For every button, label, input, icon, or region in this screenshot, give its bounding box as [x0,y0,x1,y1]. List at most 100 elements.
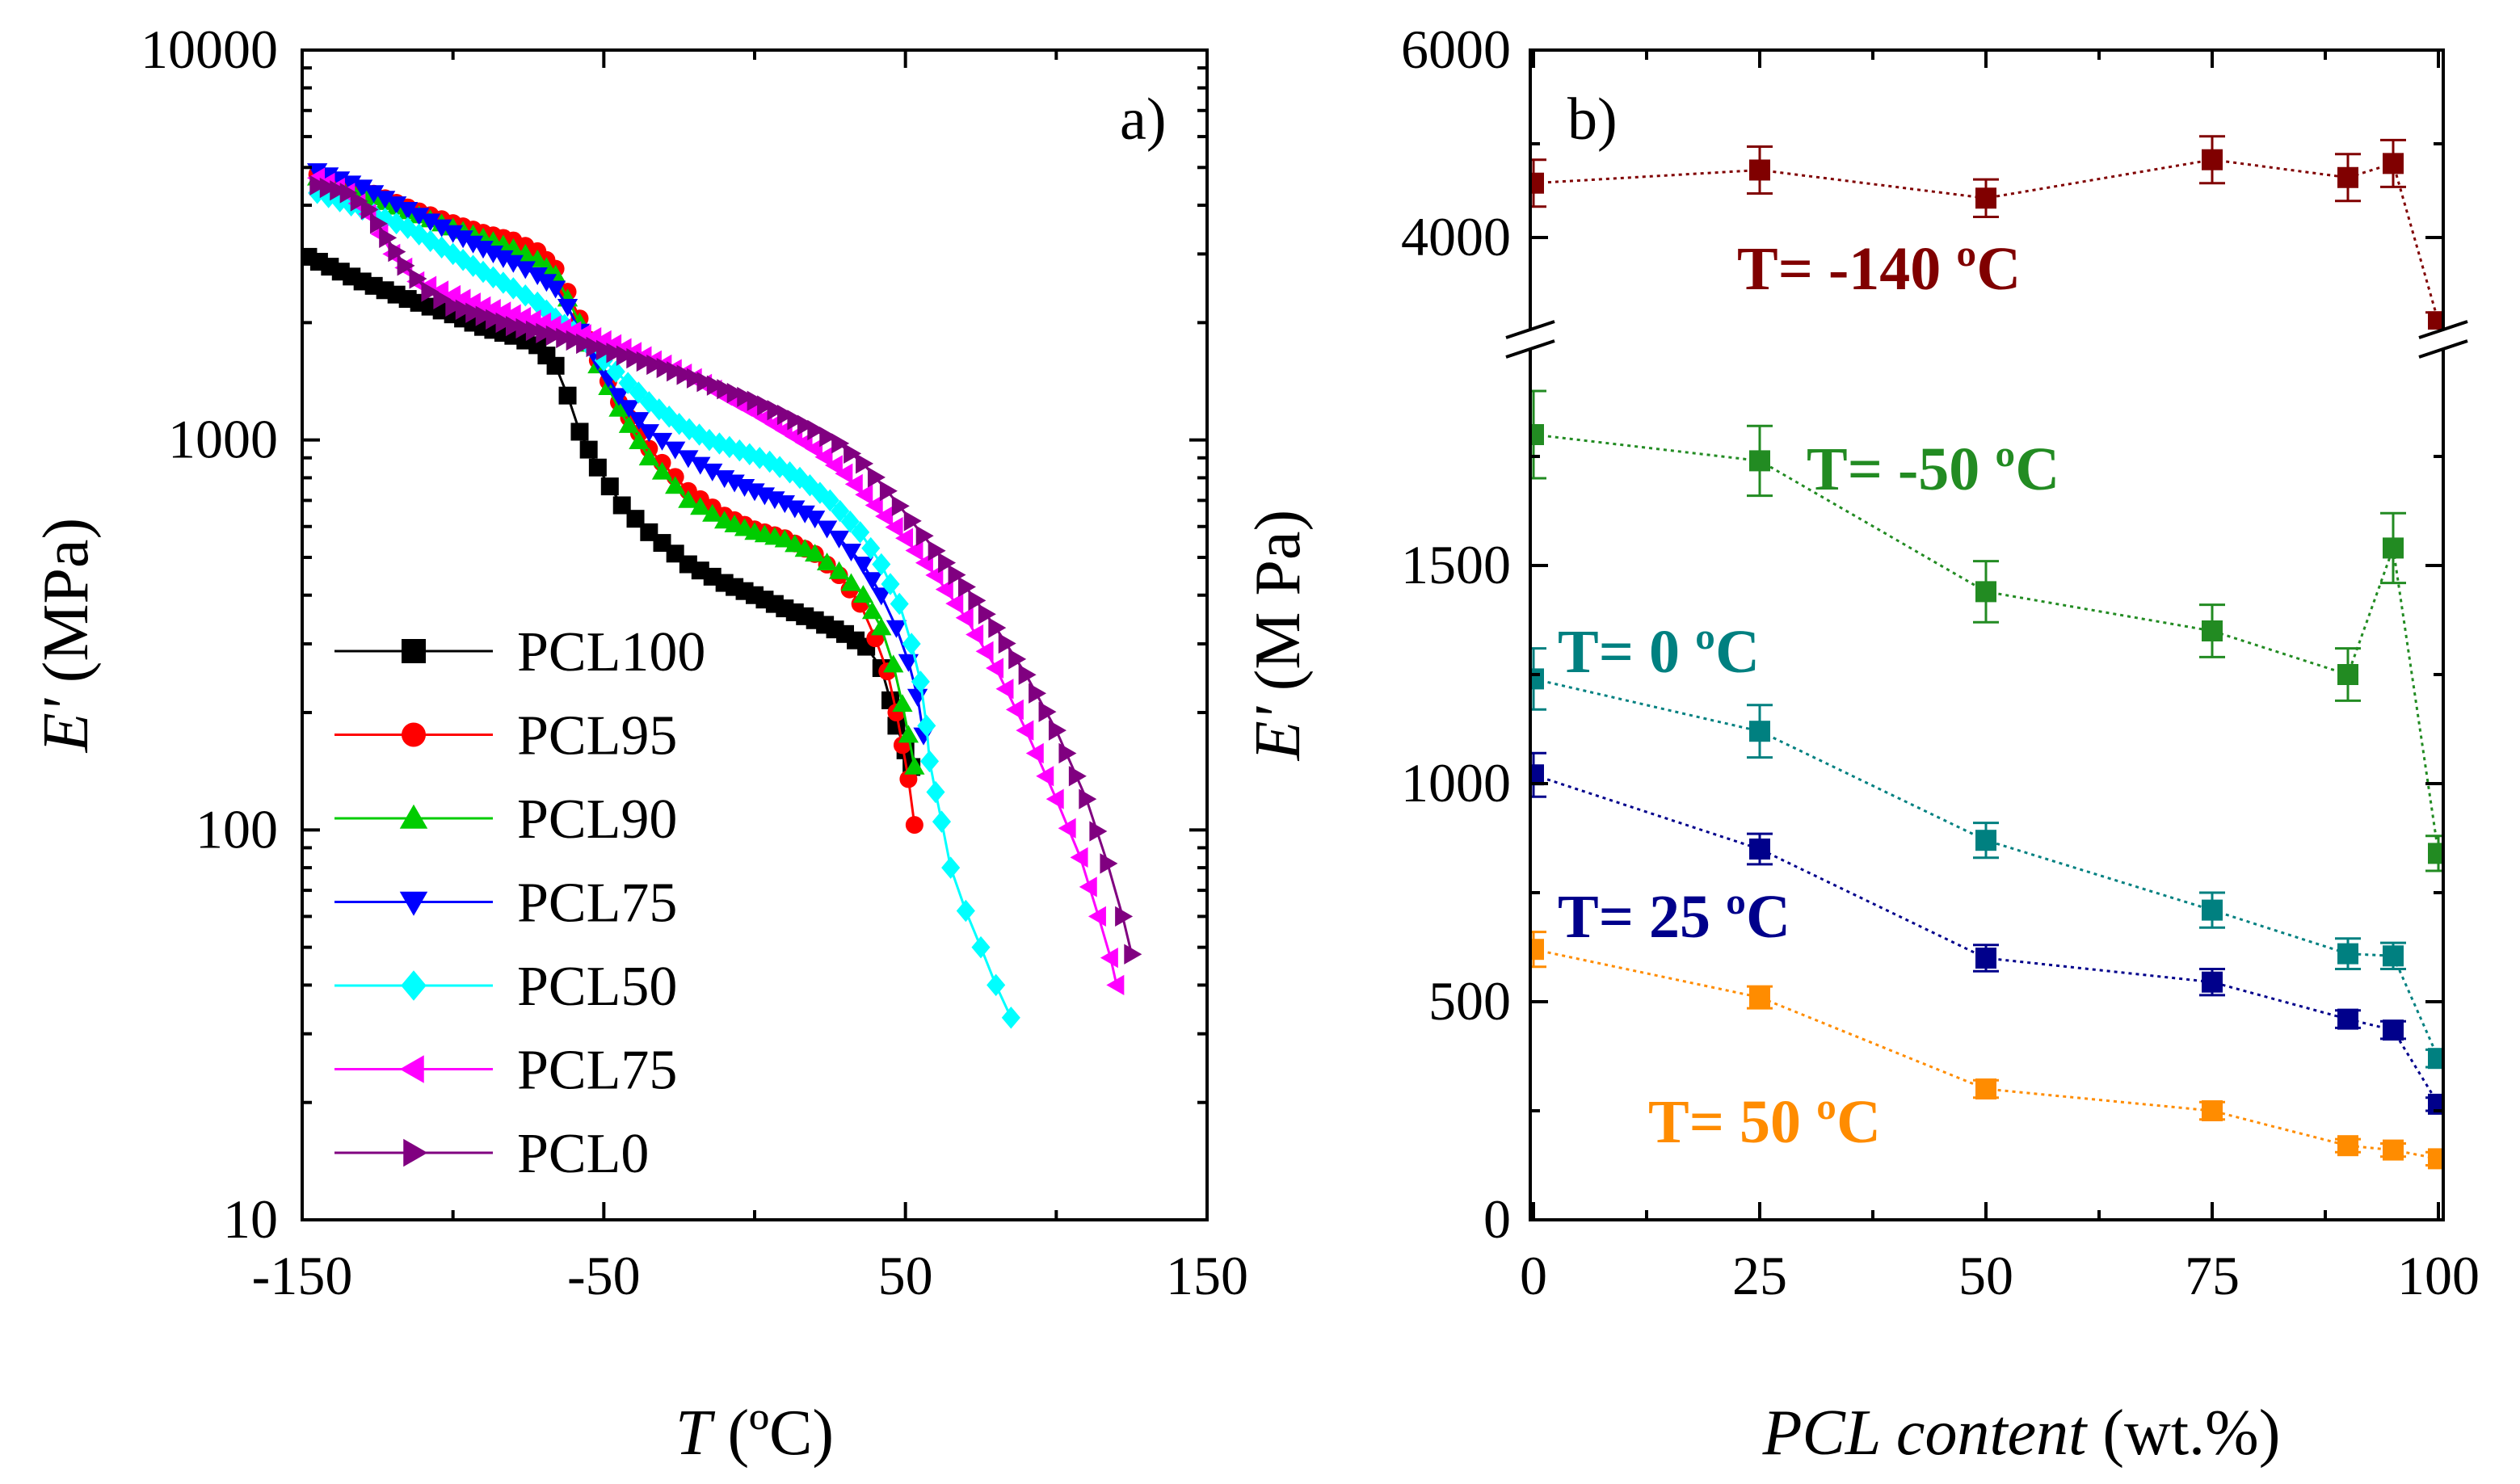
data-point [1079,788,1097,809]
panel-a-y-tick-label: 10 [223,1188,278,1250]
data-point [872,553,891,576]
data-point [932,810,952,833]
series-0 [1529,135,2445,333]
data-point [375,191,396,209]
data-point [831,499,850,523]
data-point [558,386,577,405]
data-point [398,217,418,239]
data-point [465,302,484,323]
data-point [787,410,806,431]
data-point [875,506,894,527]
data-point [690,456,711,475]
data-point [890,592,909,616]
panel-b-x-tick-label: 50 [1958,1245,2013,1306]
data-point [700,428,719,452]
data-point [1001,1006,1020,1029]
data-point [968,590,987,612]
data-point [360,199,379,221]
data-point [928,540,946,561]
data-point [904,756,925,775]
data-point [398,202,419,221]
data-point [1529,668,1544,690]
data-point [785,534,806,553]
data-point [612,496,631,515]
data-point [455,299,473,320]
panel-b-x-tick-label: 100 [2397,1245,2480,1306]
data-point [2383,537,2404,559]
data-point [895,528,914,549]
temperature-label: T= -140 ºC [1737,235,2021,303]
data-point [536,274,557,292]
data-point [1749,839,1770,860]
data-point [515,261,536,280]
panel-a-legend: PCL100 PCL95 PCL90 PCL75 PCL50 PCL75 PCL0 [334,621,705,1185]
data-point [978,603,996,624]
data-point [690,497,711,515]
legend-label: PCL0 [517,1123,649,1185]
data-point [536,322,554,343]
data-point [1975,1078,1996,1099]
data-point [816,552,838,570]
data-point [867,467,886,488]
data-point [881,573,900,595]
data-point [527,267,548,286]
data-point [2383,1019,2404,1041]
data-point [319,177,338,199]
data-point [493,250,514,268]
data-point [433,288,452,309]
data-point [1749,450,1770,472]
data-point [855,484,873,506]
data-point [608,388,629,406]
data-point [891,495,910,516]
data-point [576,333,595,355]
legend-marker [402,722,426,747]
data-point [626,510,645,528]
data-point [525,320,544,342]
data-point [1749,986,1770,1008]
data-point [2428,1148,2445,1170]
data-point [473,241,494,259]
data-point [618,414,640,433]
data-point [665,476,686,494]
data-point [690,423,709,446]
data-point [975,641,994,662]
data-point [1529,764,1544,786]
axis-break-gap [1506,330,1554,349]
data-point [409,268,427,289]
panel-b-y-tick-label-upper: 6000 [1401,19,1511,80]
data-point [482,246,504,264]
data-point [397,255,415,276]
legend-marker [399,1055,424,1083]
panel-b-label: b) [1567,86,1618,153]
data-point [805,544,826,562]
data-point [805,511,826,529]
legend-marker [401,970,427,1001]
data-point [945,593,964,614]
legend-item: PCL100 [334,621,705,683]
data-point [595,339,614,361]
data-point [495,312,514,334]
axis-break-mark [1505,320,1555,339]
data-point [774,495,795,514]
data-point [667,361,685,382]
legend-marker [399,891,428,916]
data-point [800,474,819,497]
data-point [1975,187,1996,209]
data-point [1008,649,1027,670]
axis-break-mark [2418,339,2468,359]
data-point [505,315,524,337]
data-point [737,386,755,408]
data-point [1115,906,1134,927]
data-point [606,343,625,364]
data-point [780,461,800,484]
data-point [905,540,923,561]
legend-item: PCL75 [334,872,677,935]
data-point [1749,721,1770,742]
data-point [1038,701,1057,722]
data-point [473,260,493,284]
panel-a-y-tick-label: 100 [196,798,278,860]
data-point [706,375,725,396]
data-point [1100,947,1118,969]
